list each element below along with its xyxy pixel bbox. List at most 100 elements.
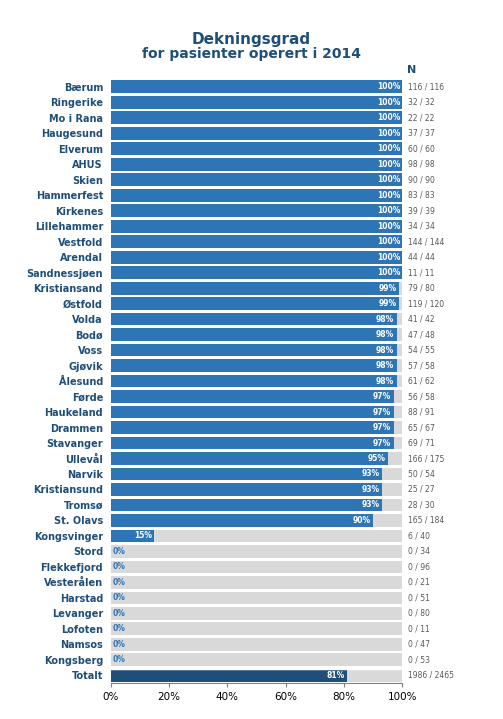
Text: 100%: 100% (377, 114, 400, 122)
Bar (111, 96, 402, 109)
Bar (111, 189, 402, 201)
Bar (111, 173, 402, 186)
Text: 0%: 0% (113, 578, 126, 587)
Text: 25 / 27: 25 / 27 (408, 485, 435, 494)
Bar (111, 467, 402, 480)
Bar (111, 452, 402, 465)
Bar (111, 142, 402, 155)
Text: 60 / 60: 60 / 60 (408, 145, 435, 153)
Bar (111, 360, 396, 372)
Text: 90%: 90% (353, 516, 371, 525)
Bar (111, 111, 402, 124)
Text: 100%: 100% (377, 145, 400, 153)
Bar (111, 158, 402, 170)
Bar (111, 530, 402, 542)
Bar (111, 545, 402, 558)
Text: 50 / 54: 50 / 54 (408, 470, 435, 478)
Bar (111, 514, 402, 527)
Text: 97%: 97% (373, 439, 391, 447)
Bar (111, 576, 402, 589)
Bar (111, 282, 402, 295)
Bar (111, 436, 394, 449)
Text: 54 / 55: 54 / 55 (408, 346, 435, 354)
Text: 116 / 116: 116 / 116 (408, 83, 444, 91)
Bar (111, 498, 382, 511)
Text: 0%: 0% (113, 640, 126, 649)
Text: Dekningsgrad: Dekningsgrad (192, 32, 311, 47)
Bar (111, 669, 402, 682)
Text: 83 / 83: 83 / 83 (408, 191, 435, 200)
Bar (111, 313, 396, 326)
Text: 93%: 93% (362, 500, 380, 510)
Bar (111, 436, 402, 449)
Text: 93%: 93% (362, 485, 380, 494)
Text: 98%: 98% (376, 315, 394, 324)
Bar (111, 375, 396, 388)
Text: 97%: 97% (373, 423, 391, 432)
Bar (111, 669, 347, 682)
Bar (111, 329, 402, 341)
Text: 100%: 100% (377, 268, 400, 277)
Bar (111, 235, 402, 248)
Text: 81%: 81% (326, 671, 345, 679)
Bar (111, 142, 402, 155)
Text: 15%: 15% (134, 531, 152, 541)
Text: 0 / 21: 0 / 21 (408, 578, 430, 587)
Bar (111, 467, 382, 480)
Text: for pasienter operert i 2014: for pasienter operert i 2014 (142, 47, 361, 60)
Bar (111, 313, 402, 326)
Bar (111, 127, 402, 139)
Text: 0 / 80: 0 / 80 (408, 609, 430, 618)
Text: 97%: 97% (373, 392, 391, 401)
Bar (111, 297, 399, 310)
Bar (111, 329, 396, 341)
Text: 100%: 100% (377, 191, 400, 200)
Text: 28 / 30: 28 / 30 (408, 500, 435, 510)
Bar (111, 344, 396, 357)
Text: 99%: 99% (379, 284, 397, 293)
Text: 22 / 22: 22 / 22 (408, 114, 434, 122)
Text: 100%: 100% (377, 206, 400, 215)
Text: 95%: 95% (368, 454, 385, 463)
Bar (111, 406, 402, 418)
Bar (111, 390, 394, 403)
Text: 32 / 32: 32 / 32 (408, 98, 435, 107)
Bar (111, 390, 402, 403)
Text: 100%: 100% (377, 129, 400, 138)
Text: N: N (407, 65, 416, 75)
Text: 0%: 0% (113, 609, 126, 618)
Text: 144 / 144: 144 / 144 (408, 237, 444, 246)
Text: 166 / 175: 166 / 175 (408, 454, 444, 463)
Bar (111, 483, 382, 496)
Text: 0 / 96: 0 / 96 (408, 562, 430, 572)
Text: 100%: 100% (377, 252, 400, 262)
Text: 39 / 39: 39 / 39 (408, 206, 435, 215)
Bar (111, 421, 402, 434)
Text: 100%: 100% (377, 221, 400, 231)
Text: 98%: 98% (376, 330, 394, 339)
Bar (111, 266, 402, 279)
Text: 100%: 100% (377, 175, 400, 184)
Bar (111, 81, 402, 93)
Text: 0 / 53: 0 / 53 (408, 655, 430, 664)
Text: 0%: 0% (113, 593, 126, 603)
Text: 165 / 184: 165 / 184 (408, 516, 444, 525)
Text: 79 / 80: 79 / 80 (408, 284, 435, 293)
Bar (111, 282, 399, 295)
Text: 98%: 98% (376, 361, 394, 370)
Bar (111, 111, 402, 124)
Text: 98%: 98% (376, 346, 394, 354)
Bar (111, 235, 402, 248)
Bar (111, 592, 402, 604)
Bar (111, 561, 402, 573)
Text: 100%: 100% (377, 83, 400, 91)
Bar (111, 421, 394, 434)
Text: 0%: 0% (113, 655, 126, 664)
Bar (111, 654, 402, 667)
Text: 88 / 91: 88 / 91 (408, 408, 435, 416)
Text: 65 / 67: 65 / 67 (408, 423, 435, 432)
Text: 98 / 98: 98 / 98 (408, 160, 435, 169)
Text: 11 / 11: 11 / 11 (408, 268, 434, 277)
Text: 0 / 34: 0 / 34 (408, 547, 430, 556)
Text: 0%: 0% (113, 624, 126, 633)
